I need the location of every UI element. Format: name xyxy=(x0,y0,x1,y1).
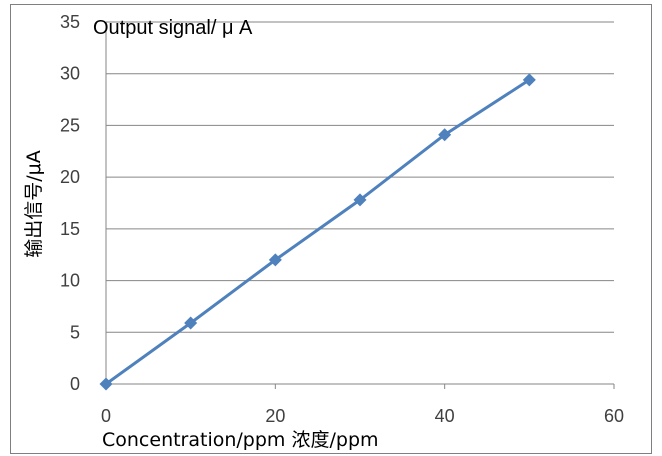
y-tick-label-10: 10 xyxy=(60,271,80,291)
x-tick-label-40: 40 xyxy=(435,406,455,426)
data-point-0 xyxy=(99,377,113,391)
chart-title: Output signal/ μ A xyxy=(93,17,253,39)
y-tick-label-20: 20 xyxy=(60,167,80,187)
y-axis-label: 输出信号/μA xyxy=(23,150,45,258)
x-axis-label: Concentration/ppm 浓度/ppm xyxy=(102,429,379,451)
y-tick-labels: 0 5 10 15 20 25 30 35 xyxy=(60,12,80,394)
x-tick-labels: 0 20 40 60 xyxy=(101,406,624,426)
y-tick-label-0: 0 xyxy=(70,374,80,394)
y-tick-label-5: 5 xyxy=(70,322,80,342)
x-tick-label-60: 60 xyxy=(604,406,624,426)
y-tick-label-35: 35 xyxy=(60,12,80,32)
data-point-50 xyxy=(522,73,536,87)
series-group xyxy=(99,73,536,391)
y-tick-label-15: 15 xyxy=(60,219,80,239)
data-point-20 xyxy=(268,253,282,267)
y-tick-label-25: 25 xyxy=(60,115,80,135)
series-line-0 xyxy=(105,78,531,386)
x-tick-label-0: 0 xyxy=(101,406,111,426)
data-point-40 xyxy=(438,128,452,142)
data-point-30 xyxy=(353,193,367,207)
x-tick-label-20: 20 xyxy=(265,406,285,426)
y-tick-label-30: 30 xyxy=(60,64,80,84)
gridlines xyxy=(106,21,614,333)
data-point-10 xyxy=(184,316,198,330)
